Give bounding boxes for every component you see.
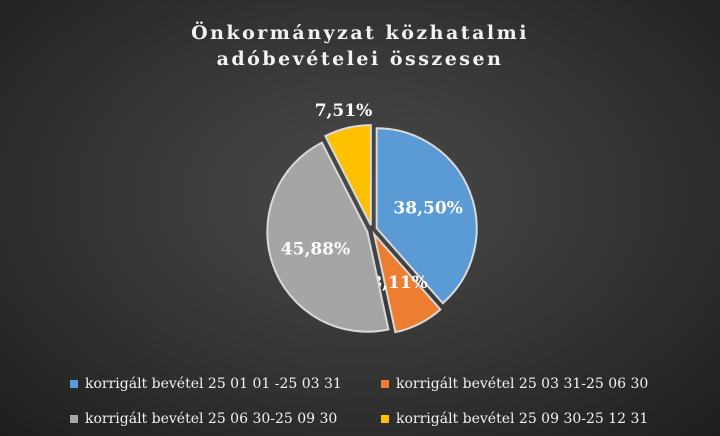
data-label: 45,88% [281, 240, 350, 260]
chart-title: Önkormányzat közhatalmi adóbevételei öss… [191, 22, 529, 70]
data-label: 8,11% [370, 273, 428, 293]
pie-slice [324, 124, 372, 226]
legend-label: korrigált bevétel 25 03 31-25 06 30 [396, 376, 648, 392]
pie-slice [266, 141, 390, 333]
legend-marker [70, 415, 78, 423]
data-label: 7,51% [315, 101, 373, 121]
legend-label: korrigált bevétel 25 09 30-25 12 31 [396, 411, 648, 427]
pie-slice [372, 230, 442, 334]
legend-label: korrigált bevétel 25 01 01 -25 03 31 [85, 376, 342, 392]
legend-label: korrigált bevétel 25 06 30-25 09 30 [85, 411, 337, 427]
pie-slice [375, 127, 478, 305]
legend-marker [70, 380, 78, 388]
legend-marker [381, 415, 389, 423]
legend-marker [381, 380, 389, 388]
data-label: 38,50% [393, 198, 462, 218]
